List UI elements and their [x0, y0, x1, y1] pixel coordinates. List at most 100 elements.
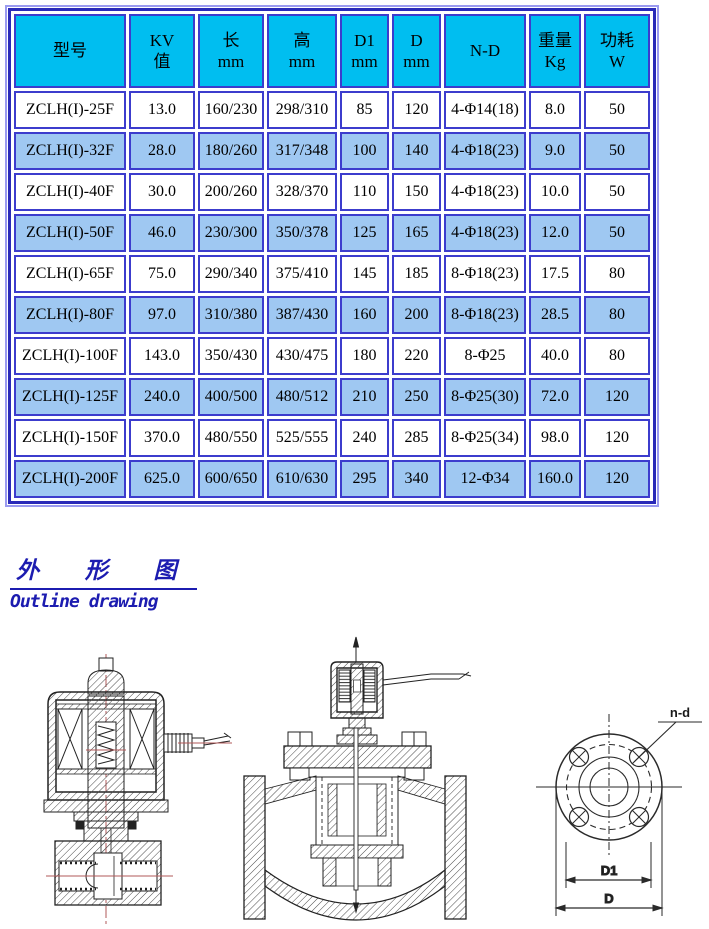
table-cell: 72.0 — [529, 378, 581, 416]
table-cell: 525/555 — [267, 419, 337, 457]
table-cell-model: ZCLH(I)-150F — [14, 419, 126, 457]
column-header-nd: N-D — [444, 14, 526, 88]
table-cell: 100 — [340, 132, 389, 170]
column-header-kv: KV 值 — [129, 14, 195, 88]
table-cell: 160/230 — [198, 91, 264, 129]
table-cell: 12-Φ34 — [444, 460, 526, 498]
table-cell: 143.0 — [129, 337, 195, 375]
column-header-height: 高 mm — [267, 14, 337, 88]
table-cell: 50 — [584, 91, 650, 129]
table-cell: 625.0 — [129, 460, 195, 498]
section-title-english: Outline drawing — [10, 591, 159, 612]
piston-cage — [310, 776, 404, 887]
table-cell: 46.0 — [129, 214, 195, 252]
table-cell: 50 — [584, 173, 650, 211]
table-cell: 298/310 — [267, 91, 337, 129]
table-cell: 8-Φ25 — [444, 337, 526, 375]
table-cell: 80 — [584, 296, 650, 334]
table-cell: 40.0 — [529, 337, 581, 375]
table-cell: 125 — [340, 214, 389, 252]
table-cell: 160.0 — [529, 460, 581, 498]
table-cell-model: ZCLH(I)-40F — [14, 173, 126, 211]
table-cell: 50 — [584, 132, 650, 170]
table-cell-model: ZCLH(I)-125F — [14, 378, 126, 416]
table-cell: 165 — [392, 214, 441, 252]
table-cell: 140 — [392, 132, 441, 170]
coil-windings — [57, 708, 155, 770]
table-cell: 110 — [340, 173, 389, 211]
table-row: ZCLH(I)-125F 240.0 400/500 480/512 210 250 8-Φ… — [14, 378, 650, 416]
table-cell-model: ZCLH(I)-80F — [14, 296, 126, 334]
table-cell: 180/260 — [198, 132, 264, 170]
table-cell: 285 — [392, 419, 441, 457]
table-cell: 145 — [340, 255, 389, 293]
table-cell: 370.0 — [129, 419, 195, 457]
table-row: ZCLH(I)-200F 625.0 600/650 610/630 295 340 12-… — [14, 460, 650, 498]
table-cell: 250 — [392, 378, 441, 416]
table-cell: 295 — [340, 460, 389, 498]
table-cell: 4-Φ18(23) — [444, 173, 526, 211]
lead-wire — [382, 671, 472, 686]
flange-face-view-drawing: n-d D1 D — [536, 705, 702, 916]
cable-gland — [163, 732, 232, 753]
table-cell: 387/430 — [267, 296, 337, 334]
table-cell: 200/260 — [198, 173, 264, 211]
d-label: D — [604, 891, 613, 906]
valve-stem — [352, 727, 360, 914]
table-cell: 200 — [392, 296, 441, 334]
table-cell: 13.0 — [129, 91, 195, 129]
table-row: ZCLH(I)-25F 13.0 160/230 298/310 85 120 4-Φ14(… — [14, 91, 650, 129]
table-cell: 8.0 — [529, 91, 581, 129]
valve-top-cap — [87, 657, 125, 695]
table-cell: 317/348 — [267, 132, 337, 170]
table-row: ZCLH(I)-80F 97.0 310/380 387/430 160 200 8-Φ18… — [14, 296, 650, 334]
table-cell: 340 — [392, 460, 441, 498]
table-cell: 350/378 — [267, 214, 337, 252]
table-row: ZCLH(I)-100F 143.0 350/430 430/475 180 220 8-Φ… — [14, 337, 650, 375]
table-cell: 28.0 — [129, 132, 195, 170]
table-cell: 10.0 — [529, 173, 581, 211]
table-cell: 600/650 — [198, 460, 264, 498]
table-cell: 17.5 — [529, 255, 581, 293]
table-cell: 290/340 — [198, 255, 264, 293]
table-cell: 120 — [584, 419, 650, 457]
table-cell: 8-Φ25(30) — [444, 378, 526, 416]
valve-body — [46, 840, 173, 906]
column-header-model: 型号 — [14, 14, 126, 88]
column-header-power: 功耗 W — [584, 14, 650, 88]
table-cell: 80 — [584, 255, 650, 293]
table-cell: 30.0 — [129, 173, 195, 211]
table-cell-model: ZCLH(I)-25F — [14, 91, 126, 129]
table-cell: 8-Φ18(23) — [444, 296, 526, 334]
table-cell: 185 — [392, 255, 441, 293]
table-cell: 12.0 — [529, 214, 581, 252]
table-cell: 160 — [340, 296, 389, 334]
table-cell: 220 — [392, 337, 441, 375]
table-cell: 4-Φ18(23) — [444, 132, 526, 170]
body-bowl — [264, 868, 446, 921]
table-row: ZCLH(I)-50F 46.0 230/300 350/378 125 165 4-Φ18… — [14, 214, 650, 252]
table-cell: 28.5 — [529, 296, 581, 334]
table-cell: 4-Φ18(23) — [444, 214, 526, 252]
table-cell: 350/430 — [198, 337, 264, 375]
column-header-d1: D1 mm — [340, 14, 389, 88]
table-cell-model: ZCLH(I)-65F — [14, 255, 126, 293]
table-cell: 8-Φ25(34) — [444, 419, 526, 457]
table-cell-model: ZCLH(I)-100F — [14, 337, 126, 375]
table-cell: 240 — [340, 419, 389, 457]
pilot-solenoid — [330, 661, 384, 719]
nd-callout: n-d — [633, 705, 702, 763]
body-flanges — [243, 775, 467, 920]
table-cell: 328/370 — [267, 173, 337, 211]
table-cell: 210 — [340, 378, 389, 416]
table-cell: 430/475 — [267, 337, 337, 375]
table-cell: 97.0 — [129, 296, 195, 334]
table-cell: 480/550 — [198, 419, 264, 457]
table-cell: 375/410 — [267, 255, 337, 293]
table-row: ZCLH(I)-65F 75.0 290/340 375/410 145 185 8-Φ18… — [14, 255, 650, 293]
nd-label: n-d — [670, 705, 690, 720]
table-cell: 80 — [584, 337, 650, 375]
